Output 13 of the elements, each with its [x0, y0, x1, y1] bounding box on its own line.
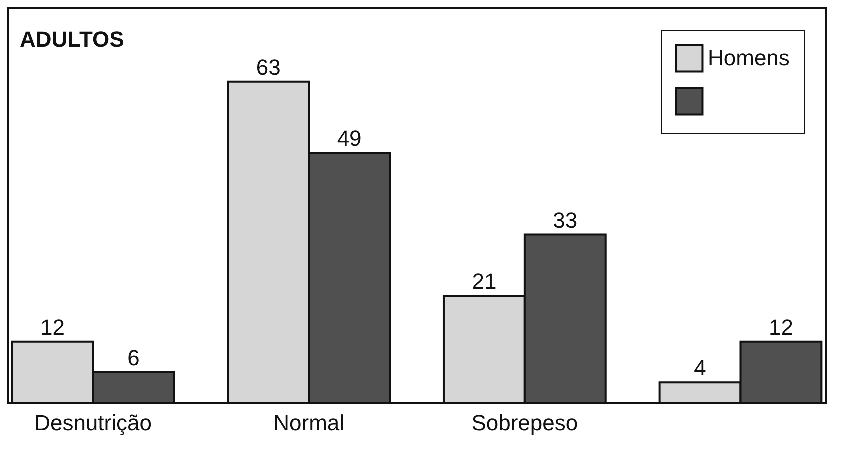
- legend-label: Homens: [708, 46, 790, 70]
- data-label: 21: [472, 268, 497, 294]
- data-label: 12: [40, 314, 66, 340]
- data-label: 12: [768, 314, 794, 340]
- data-label: 63: [256, 54, 281, 80]
- chart-title: ADULTOS: [20, 27, 124, 52]
- data-label: 6: [128, 345, 140, 370]
- data-label: 49: [337, 126, 362, 152]
- x-tick-label: Desnutrição: [34, 410, 152, 436]
- data-label: 4: [694, 356, 706, 381]
- x-tick-label: Sobrepeso: [472, 410, 578, 436]
- data-label: 33: [553, 208, 578, 233]
- x-tick-label: Normal: [274, 410, 345, 436]
